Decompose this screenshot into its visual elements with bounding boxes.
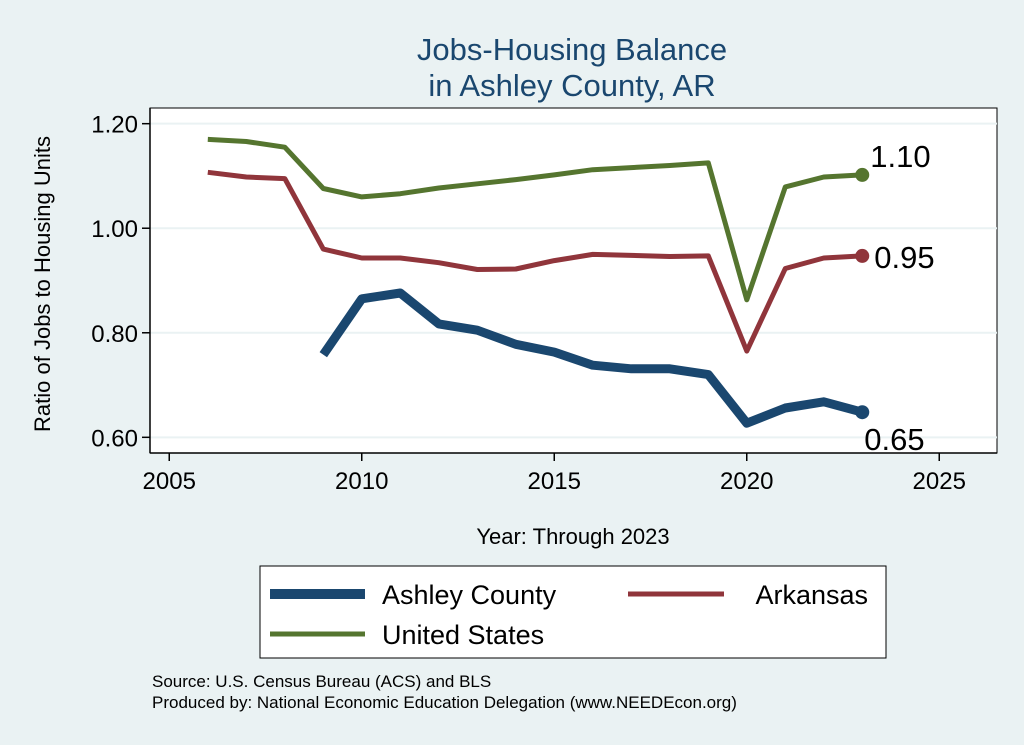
legend-label-ashley-county: Ashley County bbox=[382, 580, 557, 610]
legend-box bbox=[259, 565, 887, 659]
legend: Ashley County Arkansas United States bbox=[270, 580, 868, 650]
x-axis-title: Year: Through 2023 bbox=[476, 524, 669, 549]
grid-lines bbox=[150, 122, 997, 439]
end-label-united-states: 1.10 bbox=[870, 139, 930, 174]
series-line-united-states bbox=[207, 136, 863, 303]
y-axis: 0.60 0.80 1.00 1.20 bbox=[91, 112, 150, 452]
end-label-ashley-county: 0.65 bbox=[864, 422, 924, 457]
chart-title-line-2: in Ashley County, AR bbox=[428, 68, 715, 103]
series-line-arkansas bbox=[207, 169, 863, 354]
y-tick-label: 1.00 bbox=[91, 216, 138, 243]
x-axis: 2005 2010 2015 2020 2025 bbox=[143, 453, 966, 495]
y-tick-label: 0.60 bbox=[91, 425, 138, 452]
x-tick-label: 2025 bbox=[913, 468, 966, 495]
end-label-arkansas: 0.95 bbox=[874, 240, 934, 275]
end-marker-united-states bbox=[855, 167, 870, 182]
x-tick-label: 2015 bbox=[528, 468, 581, 495]
end-labels: 1.10 0.95 0.65 bbox=[855, 139, 935, 457]
legend-label-arkansas: Arkansas bbox=[755, 580, 868, 610]
source-line-2: Produced by: National Economic Education… bbox=[152, 693, 737, 712]
x-tick-label: 2005 bbox=[143, 468, 196, 495]
end-marker-arkansas bbox=[855, 248, 870, 263]
plot-area bbox=[149, 107, 998, 454]
y-axis-title: Ratio of Jobs to Housing Units bbox=[30, 136, 55, 432]
chart-title-line-1: Jobs-Housing Balance bbox=[417, 32, 727, 67]
source-line-1: Source: U.S. Census Bureau (ACS) and BLS bbox=[152, 672, 491, 691]
legend-label-united-states: United States bbox=[382, 620, 544, 650]
x-tick-label: 2020 bbox=[720, 468, 773, 495]
end-marker-ashley-county bbox=[855, 405, 870, 420]
series-lines bbox=[207, 136, 864, 428]
y-tick-label: 1.20 bbox=[91, 112, 138, 139]
y-tick-label: 0.80 bbox=[91, 321, 138, 348]
x-tick-label: 2010 bbox=[335, 468, 388, 495]
series-line-ashley-county bbox=[319, 288, 864, 428]
